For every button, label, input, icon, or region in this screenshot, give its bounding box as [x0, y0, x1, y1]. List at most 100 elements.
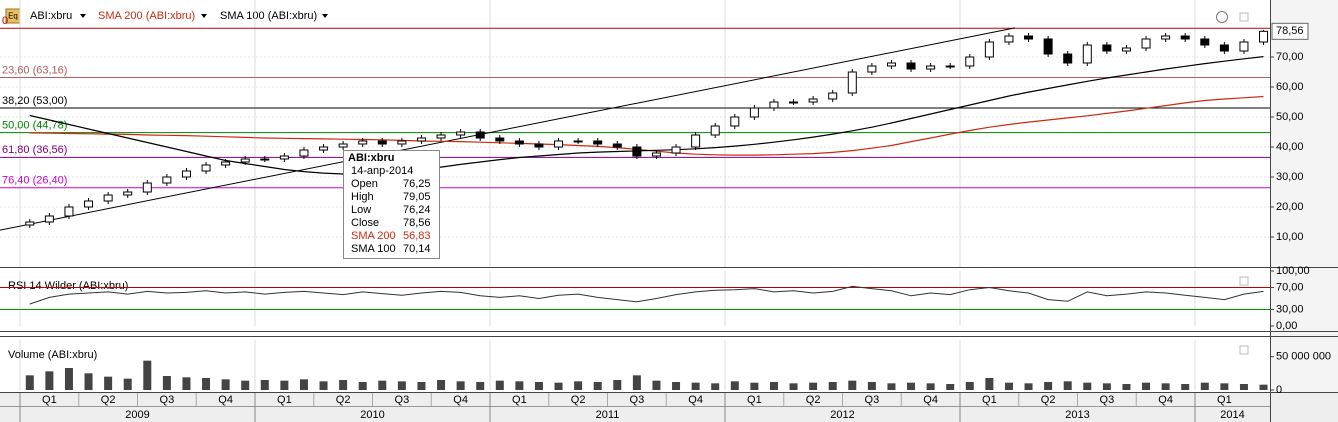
volume-bar — [417, 382, 426, 390]
tooltip-row-value: 78,56 — [403, 217, 431, 229]
fib-label: 50,00 (44,78) — [2, 120, 67, 132]
quarter-label: Q3 — [865, 394, 880, 406]
candle-body — [1024, 35, 1034, 40]
panel-button[interactable] — [1239, 276, 1249, 286]
volume-bar — [769, 382, 778, 390]
candle-body — [926, 65, 936, 70]
candle-body — [867, 65, 877, 73]
candle-body — [221, 161, 231, 166]
quarter-label: Q1 — [747, 394, 762, 406]
tooltip-row-value: 76,24 — [403, 204, 431, 216]
volume-bar — [867, 382, 876, 390]
volume-bar — [632, 375, 641, 390]
volume-bar — [1063, 381, 1072, 390]
volume-bar — [182, 377, 191, 390]
candle-body — [1102, 44, 1112, 52]
candle-body — [299, 149, 309, 157]
panel-title[interactable]: Volume (ABI:xbru) — [8, 349, 97, 361]
dropdown-arrow[interactable] — [201, 14, 207, 18]
candle-body — [945, 65, 955, 68]
clock-button[interactable] — [1216, 11, 1228, 23]
tooltip: ABI:xbru 14-anp-2014 Open 76,25 High 79,05 L… — [343, 150, 440, 259]
candle-body — [554, 140, 564, 148]
quarter-label: Q1 — [982, 394, 997, 406]
volume-bar — [574, 381, 583, 390]
icon-label: Eq — [8, 12, 18, 21]
volume-bar — [809, 382, 818, 390]
fib-label: 61,80 (36,56) — [2, 144, 67, 156]
quarter-label: Q2 — [101, 394, 116, 406]
year-label: 2014 — [1220, 409, 1244, 421]
candle-body — [1043, 38, 1053, 55]
quarter-label: Q2 — [336, 394, 351, 406]
panel-button[interactable] — [1239, 12, 1249, 22]
quarter-label: Q1 — [42, 394, 57, 406]
volume-bar — [730, 381, 739, 390]
quarter-label: Q2 — [571, 394, 586, 406]
quarter-label: Q3 — [1100, 394, 1115, 406]
volume-bar — [202, 378, 211, 390]
candle-body — [495, 137, 505, 142]
y-tick-label: 30,00 — [1276, 171, 1304, 183]
volume-bar — [1220, 383, 1229, 390]
y-tick-label: 70,00 — [1276, 51, 1304, 63]
quarter-label: Q2 — [1041, 394, 1056, 406]
volume-bar — [495, 380, 504, 390]
right-axis-area — [1270, 0, 1338, 422]
volume-bar — [221, 379, 230, 390]
volume-bar — [985, 378, 994, 390]
volume-bar — [456, 381, 465, 390]
tooltip-row-value: 79,05 — [403, 191, 431, 203]
volume-bar — [613, 380, 622, 390]
volume-bar — [691, 382, 700, 390]
tooltip-row-value: 76,25 — [403, 178, 431, 190]
volume-bar — [241, 380, 250, 390]
volume-bar — [339, 380, 348, 390]
volume-bar — [143, 360, 152, 390]
legend-entry[interactable]: ABI:xbru — [30, 10, 72, 22]
panel-title[interactable]: RSI 14 Wilder (ABI:xbru) — [8, 280, 128, 292]
legend-entry[interactable]: SMA 100 (ABI:xbru) — [220, 10, 317, 22]
candle-body — [103, 194, 113, 202]
volume-bar — [848, 380, 857, 390]
candle-body — [142, 182, 152, 193]
quarter-label: Q1 — [512, 394, 527, 406]
volume-bar — [1083, 382, 1092, 390]
volume-bar — [593, 382, 602, 390]
volume-bar — [1200, 382, 1209, 390]
quarter-label: Q4 — [1158, 394, 1173, 406]
quarter-label: Q3 — [630, 394, 645, 406]
volume-bar — [1122, 384, 1131, 390]
volume-bar — [1142, 382, 1151, 390]
candle-body — [886, 62, 896, 67]
candle-body — [808, 98, 818, 103]
volume-bar — [84, 373, 93, 390]
tooltip-row-label: Open — [351, 178, 378, 190]
candle-body — [162, 176, 172, 184]
volume-bar — [965, 382, 974, 390]
tooltip-row-label: SMA 100 — [351, 243, 396, 255]
legend-entry[interactable]: SMA 200 (ABI:xbru) — [98, 10, 195, 22]
candle-body — [965, 56, 975, 67]
volume-bar — [554, 382, 563, 390]
dropdown-arrow[interactable] — [80, 14, 86, 18]
panel-button[interactable] — [1239, 345, 1249, 355]
tooltip-box — [343, 150, 440, 259]
dropdown-arrow[interactable] — [322, 14, 328, 18]
year-label: 2009 — [125, 409, 149, 421]
year-label: 2013 — [1065, 409, 1089, 421]
volume-bar — [1161, 383, 1170, 390]
tooltip-row-label: High — [351, 191, 374, 203]
candle-body — [25, 221, 35, 226]
candle-body — [475, 131, 485, 139]
candle-body — [123, 191, 133, 196]
candle-body — [1239, 41, 1249, 52]
volume-bar — [534, 382, 543, 390]
candle-body — [710, 125, 720, 136]
candle-body — [260, 158, 270, 161]
candle-body — [906, 62, 916, 70]
candle-body — [1219, 44, 1229, 52]
volume-bar — [672, 382, 681, 390]
